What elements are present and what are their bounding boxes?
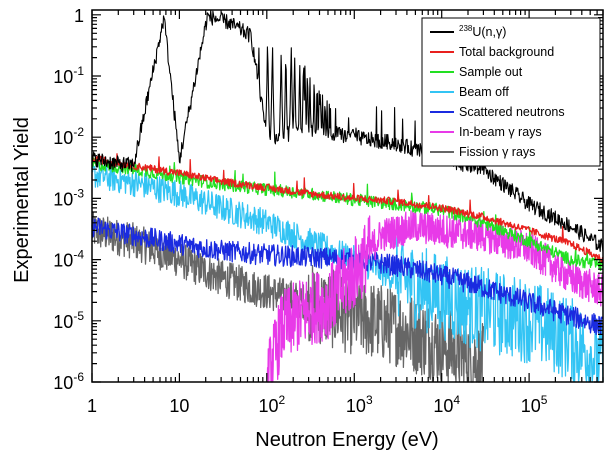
- y-tick-label: 10-1: [53, 64, 84, 87]
- y-tick-label: 10-4: [53, 248, 84, 271]
- legend-label-fission: Fission γ rays: [459, 145, 535, 159]
- series-line-capture: [91, 9, 604, 252]
- legend: 238U(n,γ) Total background Sample out Beam …: [421, 17, 601, 167]
- x-axis-title: Neutron Energy (eV): [255, 429, 438, 451]
- y-tick-label: 10-3: [53, 186, 84, 209]
- y-tick-label: 10-6: [53, 370, 84, 393]
- y-axis-title: Experimental Yield: [11, 117, 33, 283]
- series-layer: [91, 9, 604, 383]
- legend-label-scattered: Scattered neutrons: [459, 105, 565, 119]
- series-line-total: [91, 153, 604, 263]
- x-tick-label: 105: [521, 393, 548, 416]
- x-tick-label: 10: [169, 396, 189, 416]
- x-tick-label: 102: [258, 393, 285, 416]
- y-tick-label: 1: [74, 6, 84, 26]
- legend-label-inbeam: In-beam γ rays: [459, 125, 542, 139]
- y-tick-label: 10-2: [53, 125, 84, 148]
- series-line-sample_out: [91, 157, 604, 271]
- series-line-scattered: [91, 217, 604, 336]
- ticks-layer: [91, 10, 604, 383]
- y-tick-label: 10-5: [53, 309, 84, 332]
- legend-label-sample_out: Sample out: [459, 65, 523, 79]
- legend-box: [421, 17, 601, 167]
- legend-label-capture: 238U(n,γ): [459, 24, 506, 39]
- x-tick-label: 103: [346, 393, 373, 416]
- x-tick-label: 1: [87, 396, 97, 416]
- axis-ticks: [91, 10, 604, 383]
- legend-label-beam_off: Beam off: [459, 85, 509, 99]
- x-tick-label: 104: [433, 393, 460, 416]
- tick-labels-layer: 1 10 102 103 104 105 1 10-1 10-2 10-3 10-4 10-5 10-6: [53, 6, 547, 416]
- plot-frame: [91, 9, 604, 383]
- legend-label-total: Total background: [459, 45, 554, 59]
